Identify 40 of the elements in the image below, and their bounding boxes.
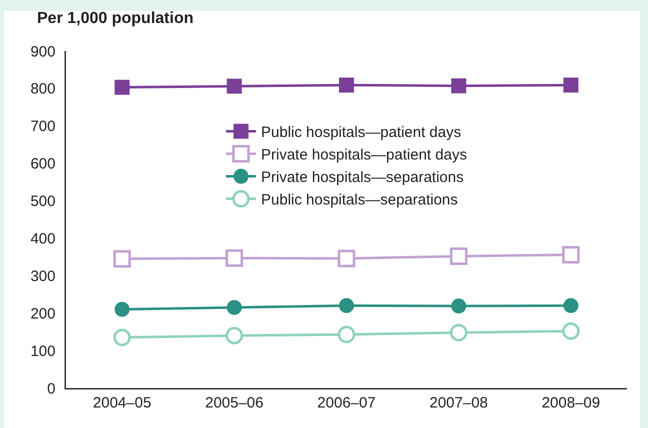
point — [113, 328, 131, 346]
point — [563, 78, 578, 93]
x-tick-label: 2007–08 — [429, 394, 488, 412]
point — [562, 246, 580, 264]
point — [450, 247, 468, 265]
point — [226, 78, 242, 94]
point — [226, 300, 242, 315]
y-tick-label: 900 — [30, 43, 56, 60]
point — [114, 80, 130, 95]
point — [451, 298, 466, 314]
legend-label: Public hospitals—patient days — [261, 124, 462, 142]
point — [563, 298, 578, 314]
point — [450, 324, 468, 342]
x-tick-label: 2008–09 — [542, 394, 600, 412]
y-tick-label: 800 — [30, 80, 56, 98]
point — [338, 326, 356, 344]
point — [339, 298, 354, 314]
y-tick-label: 700 — [30, 118, 56, 136]
x-tick-label: 2004–05 — [92, 394, 152, 412]
x-tick-label: 2006–07 — [317, 394, 376, 412]
y-tick-label: 0 — [47, 380, 56, 398]
point — [226, 249, 244, 267]
point — [338, 250, 356, 268]
point — [113, 250, 131, 268]
y-axis-title: Per 1,000 population — [37, 10, 194, 27]
point — [226, 326, 244, 344]
legend-label: Private hospitals—separations — [261, 169, 464, 186]
y-tick-label: 100 — [30, 342, 56, 360]
y-tick-label: 400 — [30, 230, 56, 248]
legend-label: Private hospitals—patient days — [261, 146, 467, 164]
x-tick-label: 2005–06 — [205, 394, 264, 412]
point — [114, 302, 130, 317]
point — [451, 78, 466, 94]
y-tick-label: 200 — [30, 305, 56, 322]
legend-label: Public hospitals—separations — [261, 192, 458, 209]
y-tick-label: 300 — [30, 268, 56, 285]
y-tick-label: 600 — [30, 156, 56, 173]
point — [339, 78, 354, 93]
point — [562, 322, 580, 340]
y-tick-label: 500 — [30, 193, 56, 210]
